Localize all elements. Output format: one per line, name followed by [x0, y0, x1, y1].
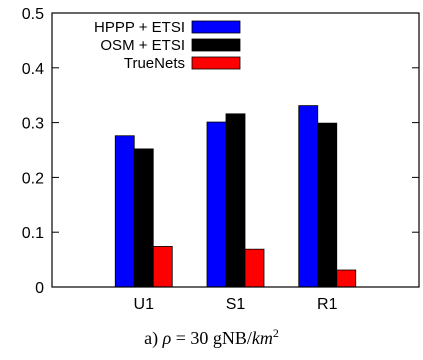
x-tick-label: R1: [317, 296, 338, 313]
caption-prefix: a): [144, 328, 163, 348]
caption-exponent: 2: [272, 326, 279, 340]
y-axis: 0 0.1 0.2 0.3 0.4 0.5: [22, 6, 419, 297]
legend-swatch: [191, 38, 241, 52]
bar-r1-series-2: [317, 122, 338, 288]
figure-caption: a) ρ = 30 gNB/km2: [0, 326, 423, 349]
bars-group: [114, 105, 357, 288]
y-tick-label: 0.5: [22, 6, 44, 23]
bar-s1-series-1: [206, 121, 227, 288]
x-tick-label: U1: [134, 296, 155, 313]
bar-r1-series-1: [298, 105, 319, 288]
bar-s1-series-3: [244, 248, 265, 288]
x-tick-label: S1: [226, 296, 246, 313]
bar-s1-series-2: [225, 113, 246, 288]
y-tick-label: 0.3: [22, 116, 44, 133]
bar-u1-series-2: [133, 148, 154, 288]
caption-unit: km: [251, 328, 273, 348]
legend-swatch: [191, 56, 241, 70]
bar-r1-series-3: [336, 269, 357, 288]
legend-label: OSM + ETSI: [100, 37, 185, 54]
caption-middle: = 30 gNB/: [171, 328, 252, 348]
x-axis: U1 S1 R1: [134, 280, 338, 313]
bar-u1-series-3: [152, 246, 173, 288]
legend-swatch: [191, 20, 241, 34]
y-tick-label: 0.1: [22, 225, 44, 242]
y-tick-label: 0.4: [22, 61, 44, 78]
y-tick-label: 0.2: [22, 170, 44, 187]
y-tick-label: 0: [35, 280, 44, 297]
caption-symbol: ρ: [162, 328, 172, 348]
legend-label: TrueNets: [124, 55, 185, 72]
bar-u1-series-1: [114, 135, 135, 288]
legend-label: HPPP + ETSI: [94, 19, 185, 36]
